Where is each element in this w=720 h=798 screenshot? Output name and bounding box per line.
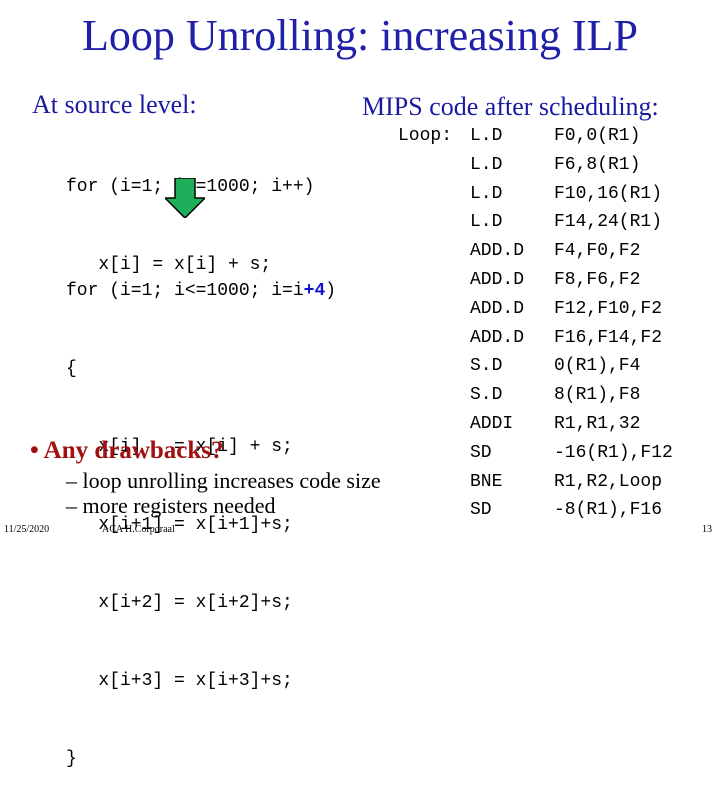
- bullet-marker: •: [30, 437, 39, 464]
- mips-opcode: ADD.D: [470, 269, 525, 290]
- mips-instruction: BNE R1,R2,Loop: [470, 472, 673, 501]
- mips-operands: R1,R1,32: [554, 413, 641, 434]
- footer-date: 11/25/2020: [4, 524, 50, 535]
- unrolled-statement: x[i+3] = x[i+3]+s;: [66, 671, 293, 691]
- unrolled-for-increment: +4: [303, 281, 326, 301]
- close-brace: }: [66, 749, 77, 769]
- mips-code-table: L.D F0,0(R1) L.D F6,8(R1) L.D F10,16(R1) L.…: [470, 126, 673, 529]
- unrolled-for-suffix: ): [325, 281, 337, 301]
- unrolled-for-prefix: for (i=1; i<=1000; i=i: [66, 281, 304, 301]
- mips-operands: F4,F0,F2: [554, 241, 641, 262]
- mips-instruction: S.D 8(R1),F8: [470, 385, 673, 414]
- slide-title: Loop Unrolling: increasing ILP: [81, 11, 638, 60]
- footer-author: ACA H.Corporaal: [102, 524, 175, 535]
- mips-opcode: ADDI: [470, 413, 514, 434]
- mips-instruction: L.D F6,8(R1): [470, 155, 673, 184]
- mips-opcode: ADD.D: [470, 241, 525, 262]
- mips-instruction: ADD.D F12,F10,F2: [470, 299, 673, 328]
- drawback-code-size: – loop unrolling increases code size: [66, 468, 381, 493]
- mips-operands: 0(R1),F4: [554, 356, 641, 377]
- mips-opcode: L.D: [470, 183, 503, 204]
- unrolled-statement: x[i] = x[i] + s;: [66, 437, 293, 457]
- mips-instruction: ADD.D F8,F6,F2: [470, 270, 673, 299]
- down-arrow-icon: [165, 178, 205, 218]
- mips-operands: -8(R1),F16: [554, 500, 663, 521]
- mips-opcode: BNE: [470, 471, 503, 492]
- mips-operands: F0,0(R1): [554, 126, 641, 146]
- mips-operands: F8,F6,F2: [554, 269, 641, 290]
- mips-code-heading: MIPS code after scheduling:: [362, 92, 659, 121]
- mips-operands: F14,24(R1): [554, 212, 663, 233]
- mips-opcode: L.D: [470, 154, 503, 175]
- unrolled-statement: x[i+1] = x[i+1]+s;: [66, 515, 293, 535]
- mips-operands: F12,F10,F2: [554, 298, 663, 319]
- mips-opcode: ADD.D: [470, 327, 525, 348]
- mips-instruction: ADDI R1,R1,32: [470, 414, 673, 443]
- mips-instruction: L.D F14,24(R1): [470, 212, 673, 241]
- unrolled-for-line: for (i=1; i<=1000; i=i+4): [66, 278, 336, 304]
- original-loop-line-2: x[i] = x[i] + s;: [66, 255, 272, 275]
- drawbacks-question: Any drawbacks?: [43, 437, 224, 464]
- mips-instruction: S.D 0(R1),F4: [470, 356, 673, 385]
- drawback-registers: – more registers needed: [66, 493, 276, 518]
- mips-instruction: ADD.D F16,F14,F2: [470, 328, 673, 357]
- mips-instruction: L.D F0,0(R1): [470, 126, 673, 155]
- unrolled-statement: x[i+2] = x[i+2]+s;: [66, 593, 293, 613]
- mips-instruction: L.D F10,16(R1): [470, 184, 673, 213]
- source-level-heading: At source level:: [32, 90, 197, 119]
- drawbacks-bullet: • Any drawbacks?: [30, 437, 224, 465]
- mips-opcode: S.D: [470, 356, 503, 377]
- mips-opcode: L.D: [470, 212, 503, 233]
- mips-operands: R1,R2,Loop: [554, 471, 663, 492]
- mips-instruction: SD -16(R1),F12: [470, 443, 673, 472]
- mips-opcode: S.D: [470, 385, 503, 406]
- mips-operands: F16,F14,F2: [554, 327, 663, 348]
- mips-opcode: SD: [470, 442, 492, 463]
- mips-operands: 8(R1),F8: [554, 385, 641, 406]
- mips-operands: F6,8(R1): [554, 154, 641, 175]
- mips-opcode: SD: [470, 500, 492, 521]
- mips-instruction: ADD.D F4,F0,F2: [470, 241, 673, 270]
- mips-instruction: SD -8(R1),F16: [470, 500, 673, 529]
- mips-operands: F10,16(R1): [554, 183, 663, 204]
- open-brace: {: [66, 359, 77, 379]
- mips-opcode: ADD.D: [470, 298, 525, 319]
- mips-operands: -16(R1),F12: [554, 442, 673, 463]
- loop-label: Loop:: [398, 126, 453, 146]
- mips-opcode: L.D: [470, 126, 503, 146]
- page-number: 13: [702, 524, 712, 535]
